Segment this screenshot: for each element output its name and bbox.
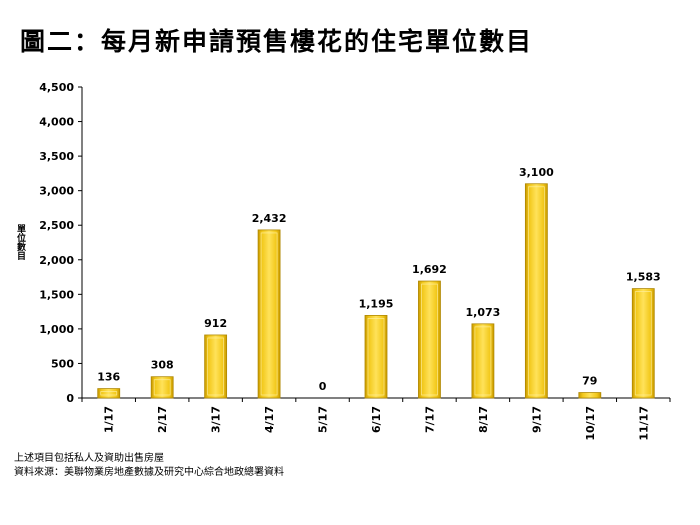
- footnote-scope: 上述項目包括私人及資助出售房屋: [14, 453, 164, 464]
- y-tick-label: 1,000: [39, 323, 74, 336]
- bar-highlight: [207, 337, 225, 396]
- y-tick-label: 4,500: [39, 81, 74, 94]
- y-tick-label: 4,000: [39, 116, 74, 129]
- x-tick-label: 1/17: [103, 406, 116, 433]
- x-tick-label: 5/17: [317, 406, 330, 433]
- value-label: 1,692: [412, 263, 447, 276]
- x-tick-label: 9/17: [530, 406, 543, 433]
- value-label: 79: [582, 375, 597, 388]
- bar-highlight: [260, 232, 278, 396]
- bar-highlight: [421, 283, 438, 396]
- bar-highlight: [527, 186, 545, 396]
- x-tick-label: 7/17: [423, 406, 436, 433]
- x-tick-label: 10/17: [584, 406, 597, 441]
- bars-group: [97, 183, 655, 399]
- y-tick-label: 2,500: [39, 219, 74, 232]
- bar-9-17: [524, 183, 548, 399]
- value-label: 2,432: [252, 212, 287, 225]
- bar-highlight: [367, 318, 385, 396]
- y-tick-label: 1,500: [39, 288, 74, 301]
- bar-highlight: [474, 326, 492, 396]
- value-label: 1,073: [466, 306, 501, 319]
- chart-title: 圖二：每月新申請預售樓花的住宅單位數目: [20, 27, 534, 56]
- y-axis-label: 單位數目: [15, 224, 26, 261]
- value-label: 136: [97, 371, 120, 384]
- value-label: 1,195: [359, 297, 394, 310]
- x-tick-label: 8/17: [477, 406, 490, 433]
- value-label: 3,100: [519, 166, 554, 179]
- value-labels-group: 136 308 912 2,432 0 1,195 1,692 1,073 3,100 79 1,5…: [97, 166, 660, 393]
- bar-8-17: [471, 323, 495, 399]
- bar-highlight: [634, 291, 652, 396]
- footnote-source: 資料來源：美聯物業房地產數據及研究中心綜合地政總署資料: [14, 467, 284, 478]
- bar-highlight: [153, 379, 171, 396]
- bar-10-17: [578, 392, 602, 399]
- value-label: 1,583: [626, 271, 661, 284]
- y-tick-label: 0: [66, 392, 74, 405]
- bar-1-17: [97, 388, 121, 399]
- x-tick-label: 2/17: [156, 406, 169, 433]
- y-tick-label: 3,000: [39, 185, 74, 198]
- bar-6-17: [364, 315, 388, 399]
- x-tick-label: 3/17: [210, 406, 223, 433]
- bar-2-17: [150, 376, 174, 399]
- bar-3-17: [204, 334, 228, 399]
- y-tick-label: 500: [51, 357, 74, 370]
- y-tick-label: 3,500: [39, 150, 74, 163]
- y-tick-labels-group: 0 500 1,000 1,500 2,000 2,500 3,000 3,500 4,000 4…: [39, 81, 74, 405]
- value-label: 0: [319, 380, 327, 393]
- x-tick-label: 4/17: [263, 406, 276, 433]
- value-label: 308: [151, 359, 174, 372]
- y-tick-label: 2,000: [39, 254, 74, 267]
- x-tick-label: 6/17: [370, 406, 383, 433]
- x-tick-label: 11/17: [637, 406, 650, 441]
- bar-11-17: [631, 288, 655, 399]
- bar-7-17: [418, 280, 441, 399]
- bar-chart: 136 308 912 2,432 0 1,195 1,692 1,073 3,100 79 1,5…: [15, 81, 671, 441]
- bar-highlight: [100, 391, 118, 396]
- bar-4-17: [257, 229, 281, 399]
- footnotes: 上述項目包括私人及資助出售房屋 資料來源：美聯物業房地產數據及研究中心綜合地政總…: [14, 452, 284, 480]
- value-label: 912: [204, 317, 227, 330]
- x-tick-labels-group: 1/17 2/17 3/17 4/17 5/17 6/17 7/17 8/17 9/17 10/1…: [103, 406, 651, 441]
